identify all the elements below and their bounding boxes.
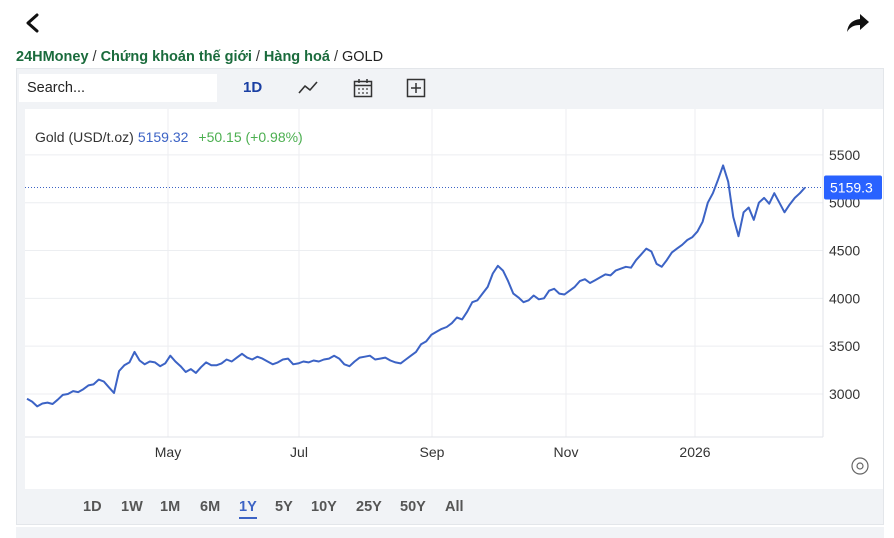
back-button[interactable] (18, 8, 48, 38)
share-arrow-icon (847, 14, 869, 32)
breadcrumb-separator: / (333, 49, 338, 65)
line-chart-icon (298, 81, 318, 94)
range-button-1w[interactable]: 1W (121, 499, 143, 515)
x-tick-label: Jul (290, 444, 308, 460)
search-input[interactable] (19, 74, 217, 102)
range-button-1y[interactable]: 1Y (239, 499, 257, 519)
breadcrumb-home[interactable]: 24HMoney (16, 49, 89, 65)
breadcrumb-commodities[interactable]: Hàng hoá (263, 49, 330, 65)
add-indicator-button[interactable] (405, 77, 427, 99)
bottom-strip (16, 527, 884, 538)
interval-button[interactable]: 1D (243, 79, 263, 96)
breadcrumb-world-stocks[interactable]: Chứng khoán thế giới (100, 49, 252, 65)
chart-settings-button[interactable] (851, 457, 869, 475)
chart-type-button[interactable] (297, 77, 319, 99)
breadcrumb: 24HMoney / Chứng khoán thế giới / Hàng hoá / G… (16, 49, 383, 65)
top-bar (0, 0, 894, 44)
range-selector: 1D 1W 1M 6M 1Y 5Y 10Y 25Y 50Y All (17, 495, 883, 525)
x-tick-label: Sep (420, 444, 445, 460)
y-tick-label: 3500 (829, 338, 860, 354)
chart-area[interactable]: 3000 3500 4000 4500 5000 5500 May Jul Sep Nov 2026… (25, 109, 883, 489)
x-tick-label: 2026 (679, 444, 710, 460)
breadcrumb-separator: / (92, 49, 97, 65)
range-button-all[interactable]: All (445, 499, 464, 515)
gear-icon (856, 462, 864, 470)
y-tick-label: 5500 (829, 147, 860, 163)
price-line (26, 164, 806, 408)
y-tick-label: 4000 (829, 290, 860, 306)
range-button-50y[interactable]: 50Y (400, 499, 426, 515)
legend-symbol: Gold (USD/t.oz) (35, 129, 134, 145)
share-button[interactable] (843, 8, 873, 38)
y-tick-label: 3000 (829, 386, 860, 402)
add-icon (406, 78, 426, 98)
breadcrumb-separator: / (255, 49, 260, 65)
calendar-icon (353, 79, 373, 98)
y-tick-label: 4500 (829, 243, 860, 259)
last-price-tag: 5159.3 (824, 175, 882, 200)
x-tick-label: May (155, 444, 181, 460)
range-button-10y[interactable]: 10Y (311, 499, 337, 515)
breadcrumb-current: GOLD (342, 49, 384, 65)
range-button-25y[interactable]: 25Y (356, 499, 382, 515)
legend-price: 5159.32 (137, 129, 189, 145)
chart-legend: Gold (USD/t.oz) 5159.32 +50.15 (+0.98%) (35, 129, 303, 145)
range-button-5y[interactable]: 5Y (275, 499, 293, 515)
last-price-label: 5159.3 (830, 179, 873, 195)
range-button-1d[interactable]: 1D (83, 499, 102, 515)
chart-toolbar: 1D (17, 69, 883, 107)
legend-change: +50.15 (+0.98%) (198, 129, 303, 145)
range-button-1m[interactable]: 1M (160, 499, 181, 515)
x-tick-label: Nov (554, 444, 579, 460)
chevron-left-icon (26, 13, 39, 33)
date-range-button[interactable] (352, 77, 374, 99)
range-button-6m[interactable]: 6M (200, 499, 221, 515)
